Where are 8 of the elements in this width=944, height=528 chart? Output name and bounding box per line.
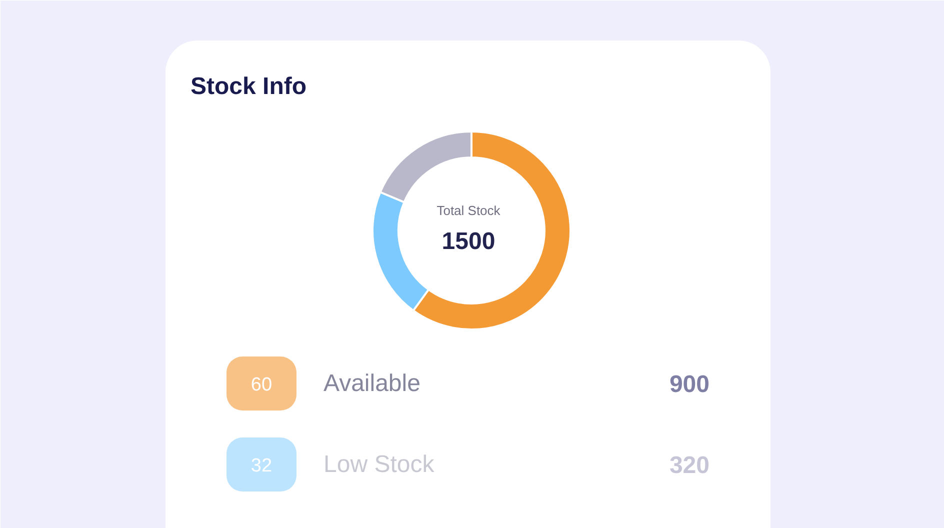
text: 32 <box>250 456 272 476</box>
data-label: 900 <box>669 371 710 398</box>
text: Total Stock <box>436 203 501 218</box>
chart-title: Stock Info <box>190 73 307 100</box>
text: 60 <box>250 374 272 396</box>
data-label: 320 <box>669 452 710 479</box>
legend-label: Available <box>324 370 420 397</box>
text: 1500 <box>442 228 496 255</box>
